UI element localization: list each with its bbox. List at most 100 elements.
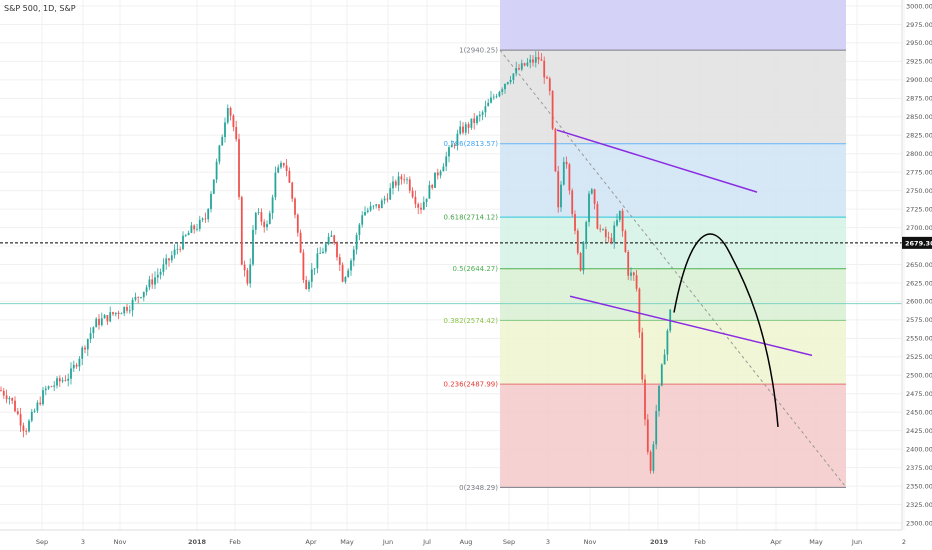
candle-body	[663, 354, 666, 365]
price-tick-label: 2450.00	[906, 409, 932, 417]
price-tick-label: 2500.00	[906, 372, 932, 380]
price-tick-label: 2400.00	[906, 445, 932, 453]
time-tick-label: Feb	[694, 538, 706, 546]
candle-body	[478, 114, 481, 117]
fib-level-label: 0.382(2574.42)	[444, 317, 499, 325]
candle-body	[369, 206, 372, 211]
candle-body	[604, 229, 607, 238]
candle-body	[613, 225, 616, 243]
candle-body	[372, 205, 375, 207]
candle-body	[638, 288, 641, 333]
candle-body	[523, 63, 526, 66]
candle-body	[450, 144, 453, 148]
candle-body	[422, 201, 425, 210]
candle-body	[347, 270, 350, 278]
candle-body	[554, 128, 557, 172]
candle-body	[28, 420, 30, 432]
candle-body	[355, 234, 358, 250]
candle-body	[658, 385, 660, 412]
candle-body	[61, 380, 64, 382]
time-tick-label: 2019	[650, 538, 669, 546]
time-tick-label: 2018	[188, 538, 207, 546]
candle-body	[380, 200, 383, 209]
candle-body	[193, 225, 196, 230]
candles	[0, 51, 672, 474]
candle-body	[624, 231, 627, 252]
candle-body	[120, 313, 123, 315]
candle-body	[540, 59, 543, 61]
candle-body	[215, 161, 218, 180]
candle-body	[92, 327, 95, 334]
time-tick-label: Jul	[422, 538, 431, 546]
candle-body	[431, 185, 434, 188]
candle-body	[411, 190, 414, 197]
candle-body	[414, 196, 417, 205]
candle-body	[156, 274, 159, 278]
candle-body	[534, 57, 537, 63]
candle-body	[42, 390, 44, 405]
fib-band	[500, 384, 846, 488]
candle-body	[109, 312, 112, 322]
candle-body	[58, 378, 61, 382]
candle-body	[574, 214, 576, 231]
candle-body	[462, 126, 464, 133]
candle-body	[168, 258, 170, 261]
time-tick-label: Jun	[851, 538, 862, 546]
fib-band	[500, 268, 846, 321]
price-tick-label: 3000.00	[906, 2, 932, 10]
candle-body	[308, 281, 310, 290]
candle-body	[361, 215, 364, 225]
price-tick-label: 2975.00	[906, 21, 932, 29]
candle-body	[400, 176, 403, 180]
candle-body	[39, 402, 42, 405]
candle-body	[274, 172, 277, 198]
candle-body	[453, 144, 456, 146]
candle-body	[198, 219, 201, 229]
candle-body	[134, 296, 137, 300]
candle-body	[327, 236, 330, 245]
candle-body	[495, 96, 498, 98]
candle-body	[425, 198, 428, 202]
candle-body	[201, 218, 204, 220]
channel-lower-line	[569, 295, 813, 357]
candle-body	[196, 228, 198, 230]
candle-body	[207, 209, 210, 220]
candle-body	[95, 318, 98, 328]
candle-body	[568, 164, 571, 191]
candle-body	[257, 212, 260, 213]
candle-body	[232, 115, 235, 128]
candle-body	[484, 106, 487, 113]
candle-body	[501, 89, 504, 92]
channel-upper-line	[556, 129, 758, 193]
candle-body	[526, 62, 529, 66]
candle-body	[305, 280, 308, 290]
price-tick-label: 2625.00	[906, 279, 932, 287]
candle-body	[310, 269, 313, 282]
candle-body	[137, 296, 140, 298]
candle-body	[224, 122, 226, 138]
candle-body	[571, 190, 574, 215]
fib-level-label: 1(2940.25)	[459, 47, 498, 55]
candle-body	[330, 235, 333, 237]
candle-body	[238, 139, 240, 198]
fib-band	[500, 320, 846, 385]
price-tick-label: 2425.00	[906, 427, 932, 435]
candle-body	[406, 179, 408, 181]
candle-body	[148, 279, 151, 288]
projection-curve	[673, 233, 779, 428]
candle-body	[268, 213, 271, 224]
time-tick-label: Nov	[584, 538, 597, 546]
current-price-tag	[902, 236, 932, 249]
candle-body	[47, 386, 50, 389]
candle-body	[254, 212, 257, 230]
candle-body	[240, 197, 243, 265]
candle-body	[504, 83, 506, 90]
candle-body	[434, 172, 436, 188]
candle-body	[114, 312, 117, 315]
candle-body	[627, 251, 630, 276]
time-tick-label: Aug	[460, 538, 473, 546]
candle-body	[25, 431, 28, 432]
fib-level-label: 0.786(2813.57)	[444, 140, 499, 148]
candle-body	[176, 248, 179, 250]
